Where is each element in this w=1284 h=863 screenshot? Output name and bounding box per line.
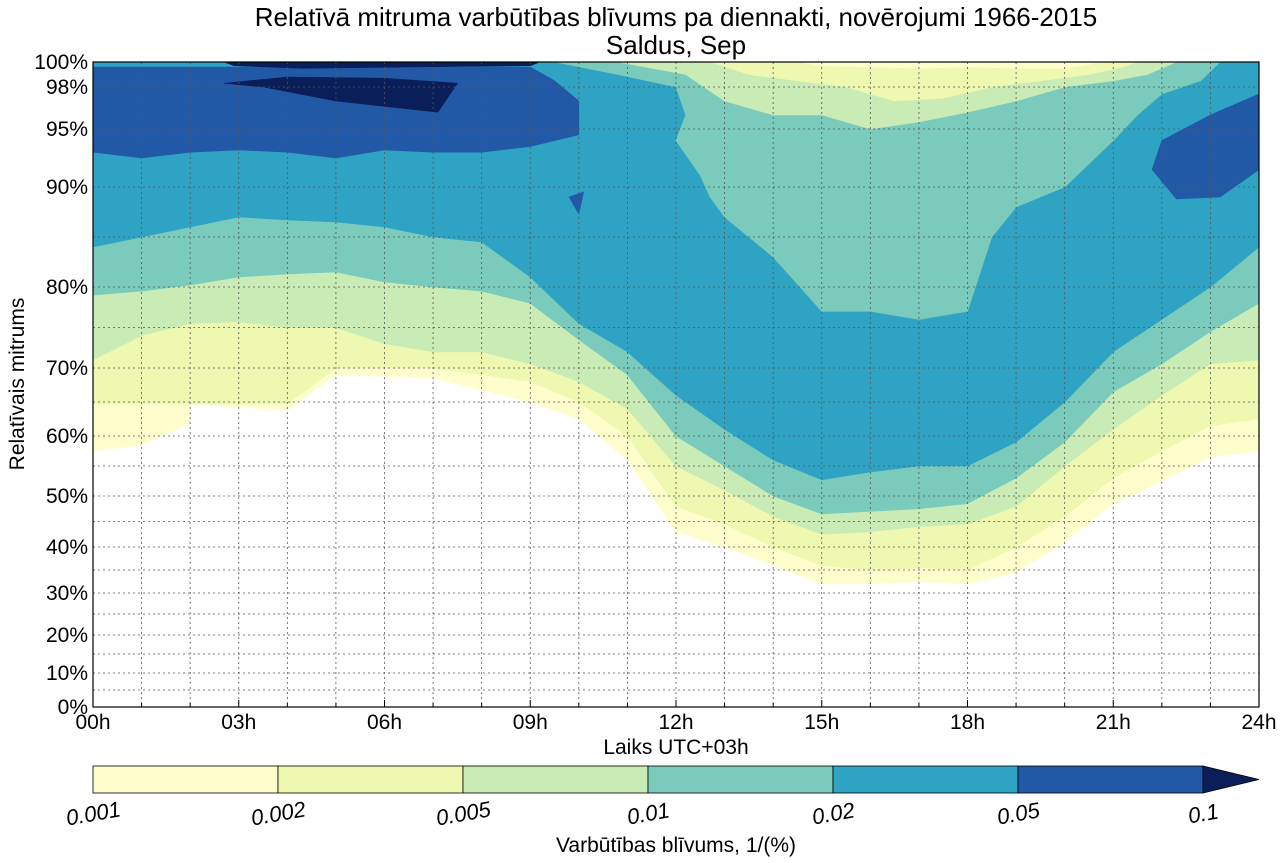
colorbar-segment (1017, 765, 1204, 794)
x-tick-label: 24h (1241, 711, 1276, 734)
y-tick-label: 0% (58, 696, 88, 719)
colorbar-tick-label: 0.02 (810, 797, 857, 829)
x-axis: 00h 03h 06h 09h 12h 15h 18h 21h 24h (75, 711, 1276, 734)
x-tick-label: 03h (221, 711, 256, 734)
y-tick-label: 98% (46, 76, 88, 99)
y-tick-label: 30% (46, 582, 88, 605)
colorbar-segment (647, 765, 834, 794)
patch-layer (554, 62, 1221, 320)
y-tick-label: 100% (34, 51, 88, 74)
x-tick-label: 12h (658, 711, 693, 734)
x-tick-label: 09h (513, 711, 548, 734)
contour-patch-0_01-0 (554, 62, 1221, 320)
colorbar-segment (462, 765, 649, 794)
colorbar-tick-label: 0.01 (625, 797, 672, 829)
y-axis-label: Relatīvais mitrums (6, 298, 29, 471)
y-tick-label: 95% (46, 118, 88, 141)
colorbar-tick-label: 0.1 (1186, 799, 1220, 829)
x-tick-label: 21h (1096, 711, 1131, 734)
colorbar-extend-arrow (1202, 765, 1260, 794)
y-tick-label: 40% (46, 536, 88, 559)
contour-region-0_1-8 (224, 76, 458, 113)
colorbar-tick-label: 0.05 (995, 797, 1042, 829)
x-tick-label: 18h (950, 711, 985, 734)
colorbar-tick-label: 0.002 (249, 796, 308, 830)
y-tick-label: 10% (46, 662, 88, 685)
contour-region-0_05-6 (1151, 93, 1259, 200)
y-tick-label: 80% (46, 276, 88, 299)
x-tick-label: 06h (367, 711, 402, 734)
y-tick-label: 20% (46, 624, 88, 647)
y-tick-label: 70% (46, 357, 88, 380)
y-tick-label: 60% (46, 425, 88, 448)
contour-region-0_1-9 (224, 62, 541, 69)
x-axis-label: Laiks UTC+03h (603, 736, 748, 759)
colorbar-segment (277, 765, 464, 794)
colorbar-label: Varbūtības blīvums, 1/(%) (556, 834, 796, 857)
y-tick-label: 90% (46, 176, 88, 199)
colorbar-tick-label: 0.001 (64, 796, 123, 830)
y-axis: 0% 10% 20% 30% 40% 50% 60% 70% 80% 90% 95% 98%100% (34, 51, 88, 719)
colorbar-tick-label: 0.005 (434, 796, 493, 830)
grid-layer (93, 62, 1259, 707)
colorbar-segment (92, 765, 279, 794)
y-tick-label: 50% (46, 485, 88, 508)
contour-region-0_05-7 (568, 191, 585, 215)
plot-frame (92, 61, 1260, 708)
contour-region-0_02-10 (865, 367, 886, 376)
x-tick-label: 00h (75, 711, 110, 734)
chart-title: Relatīvā mitruma varbūtības blīvums pa d… (255, 2, 1098, 32)
x-tick-label: 15h (804, 711, 839, 734)
colorbar: 0.001 0.002 0.005 0.01 0.02 0.05 0.1 (64, 765, 1260, 831)
colorbar-segment (832, 765, 1019, 794)
chart-subtitle: Saldus, Sep (606, 30, 746, 60)
